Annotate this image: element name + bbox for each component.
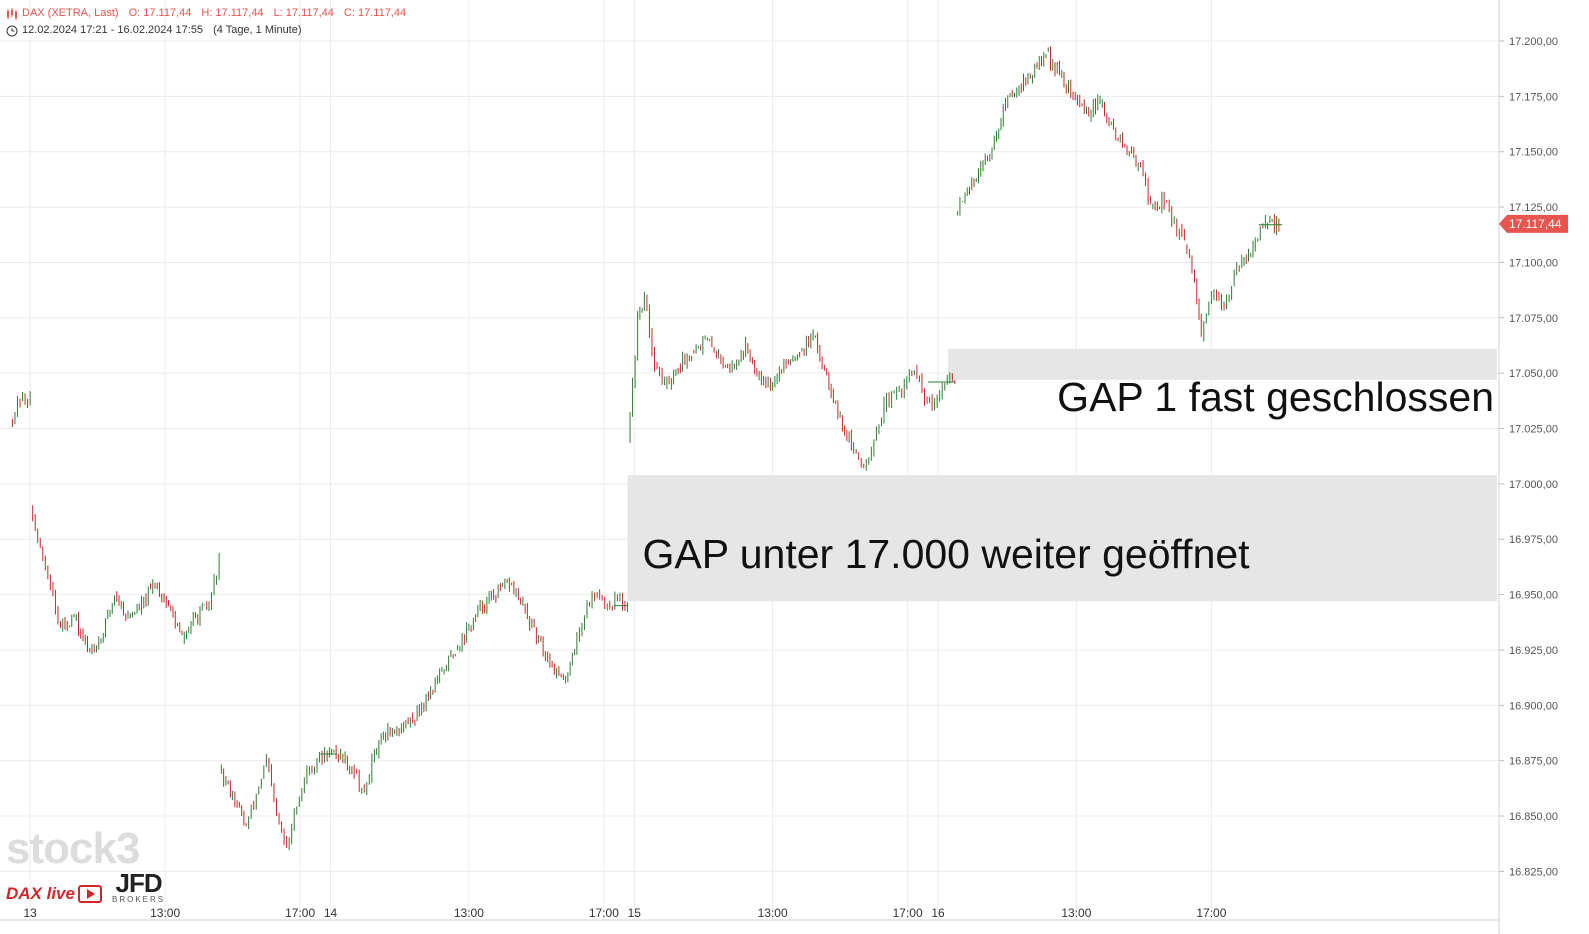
y-tick-label: 17.125,00 (1509, 202, 1558, 214)
gap-label: GAP unter 17.000 weiter geöffnet (643, 531, 1251, 577)
y-tick-label: 16.875,00 (1509, 756, 1558, 768)
branding: stock3 DAX live JFD BROKERS (6, 824, 166, 905)
y-tick-label: 17.200,00 (1509, 36, 1558, 48)
x-tick-label: 13:00 (454, 906, 484, 920)
y-tick-label: 17.000,00 (1509, 479, 1558, 491)
y-tick-label: 17.150,00 (1509, 147, 1558, 159)
x-tick-label: 17:00 (285, 906, 315, 920)
y-tick-label: 16.825,00 (1509, 866, 1558, 878)
gap-zone (627, 475, 1497, 602)
y-tick-label: 17.100,00 (1509, 257, 1558, 269)
series-segment (956, 46, 1280, 342)
candlestick-icon (7, 7, 17, 20)
x-tick-label: 15 (628, 906, 642, 920)
y-tick-label: 16.975,00 (1509, 534, 1558, 546)
x-tick-label: 13:00 (1061, 906, 1091, 920)
date-range: 12.02.2024 17:21 - 16.02.2024 17:55 (22, 24, 204, 36)
x-tick-label: 13 (23, 906, 37, 920)
range-line: 12.02.2024 17:21 - 16.02.2024 17:55 (4 T… (6, 22, 406, 39)
instrument-name: DAX (XETRA, Last) (22, 7, 119, 19)
chart-header: DAX (XETRA, Last) O: 17.117,44 H: 17.117… (6, 5, 406, 39)
x-tick-label: 16 (931, 906, 945, 920)
gap-label: GAP 1 fast geschlossen (1057, 374, 1494, 420)
clock-icon (6, 25, 18, 36)
y-tick-label: 17.175,00 (1509, 91, 1558, 103)
ohlc-line: DAX (XETRA, Last) O: 17.117,44 H: 17.117… (6, 5, 406, 22)
y-tick-label: 16.950,00 (1509, 590, 1558, 602)
grid-lines (0, 0, 1499, 920)
play-icon (77, 885, 102, 903)
jfd-sub-text: BROKERS (111, 895, 166, 904)
stock3-logo: stock3 (6, 824, 140, 873)
interval-info: (4 Tage, 1 Minute) (213, 24, 302, 36)
dax-live-text: DAX live (6, 884, 75, 903)
jfd-text: JFD (115, 868, 162, 898)
last-price-label: 17.117,44 (1509, 217, 1562, 231)
y-tick-label: 16.925,00 (1509, 645, 1558, 657)
x-tick-label: 17:00 (589, 906, 619, 920)
y-tick-label: 16.900,00 (1509, 700, 1558, 712)
x-tick-label: 17:00 (893, 906, 923, 920)
x-tick-label: 17:00 (1196, 906, 1226, 920)
y-tick-label: 17.075,00 (1509, 313, 1558, 325)
series-segment (629, 291, 956, 471)
y-tick-label: 16.850,00 (1509, 811, 1558, 823)
y-tick-label: 17.025,00 (1509, 424, 1558, 436)
open-value: O: 17.117,44 (128, 7, 192, 19)
dax-live-logo: DAX live (6, 884, 102, 904)
price-series (11, 46, 1283, 851)
x-tick-label: 13:00 (758, 906, 788, 920)
x-tick-label: 13:00 (150, 906, 180, 920)
gap-zones: GAP unter 17.000 weiter geöffnet GAP 1 fa… (627, 348, 1497, 602)
last-price-tag (1499, 214, 1568, 233)
close-value: C: 17.117,44 (343, 7, 407, 19)
low-value: L: 17.117,44 (273, 7, 334, 19)
y-tick-label: 17.050,00 (1509, 368, 1558, 380)
series-segment (11, 391, 31, 428)
x-tick-label: 14 (324, 906, 338, 920)
jfd-logo: JFD BROKERS (111, 868, 166, 904)
series-segment (32, 505, 220, 655)
series-segment (220, 577, 628, 851)
high-value: H: 17.117,44 (201, 7, 264, 19)
gap-zone (948, 348, 1497, 380)
